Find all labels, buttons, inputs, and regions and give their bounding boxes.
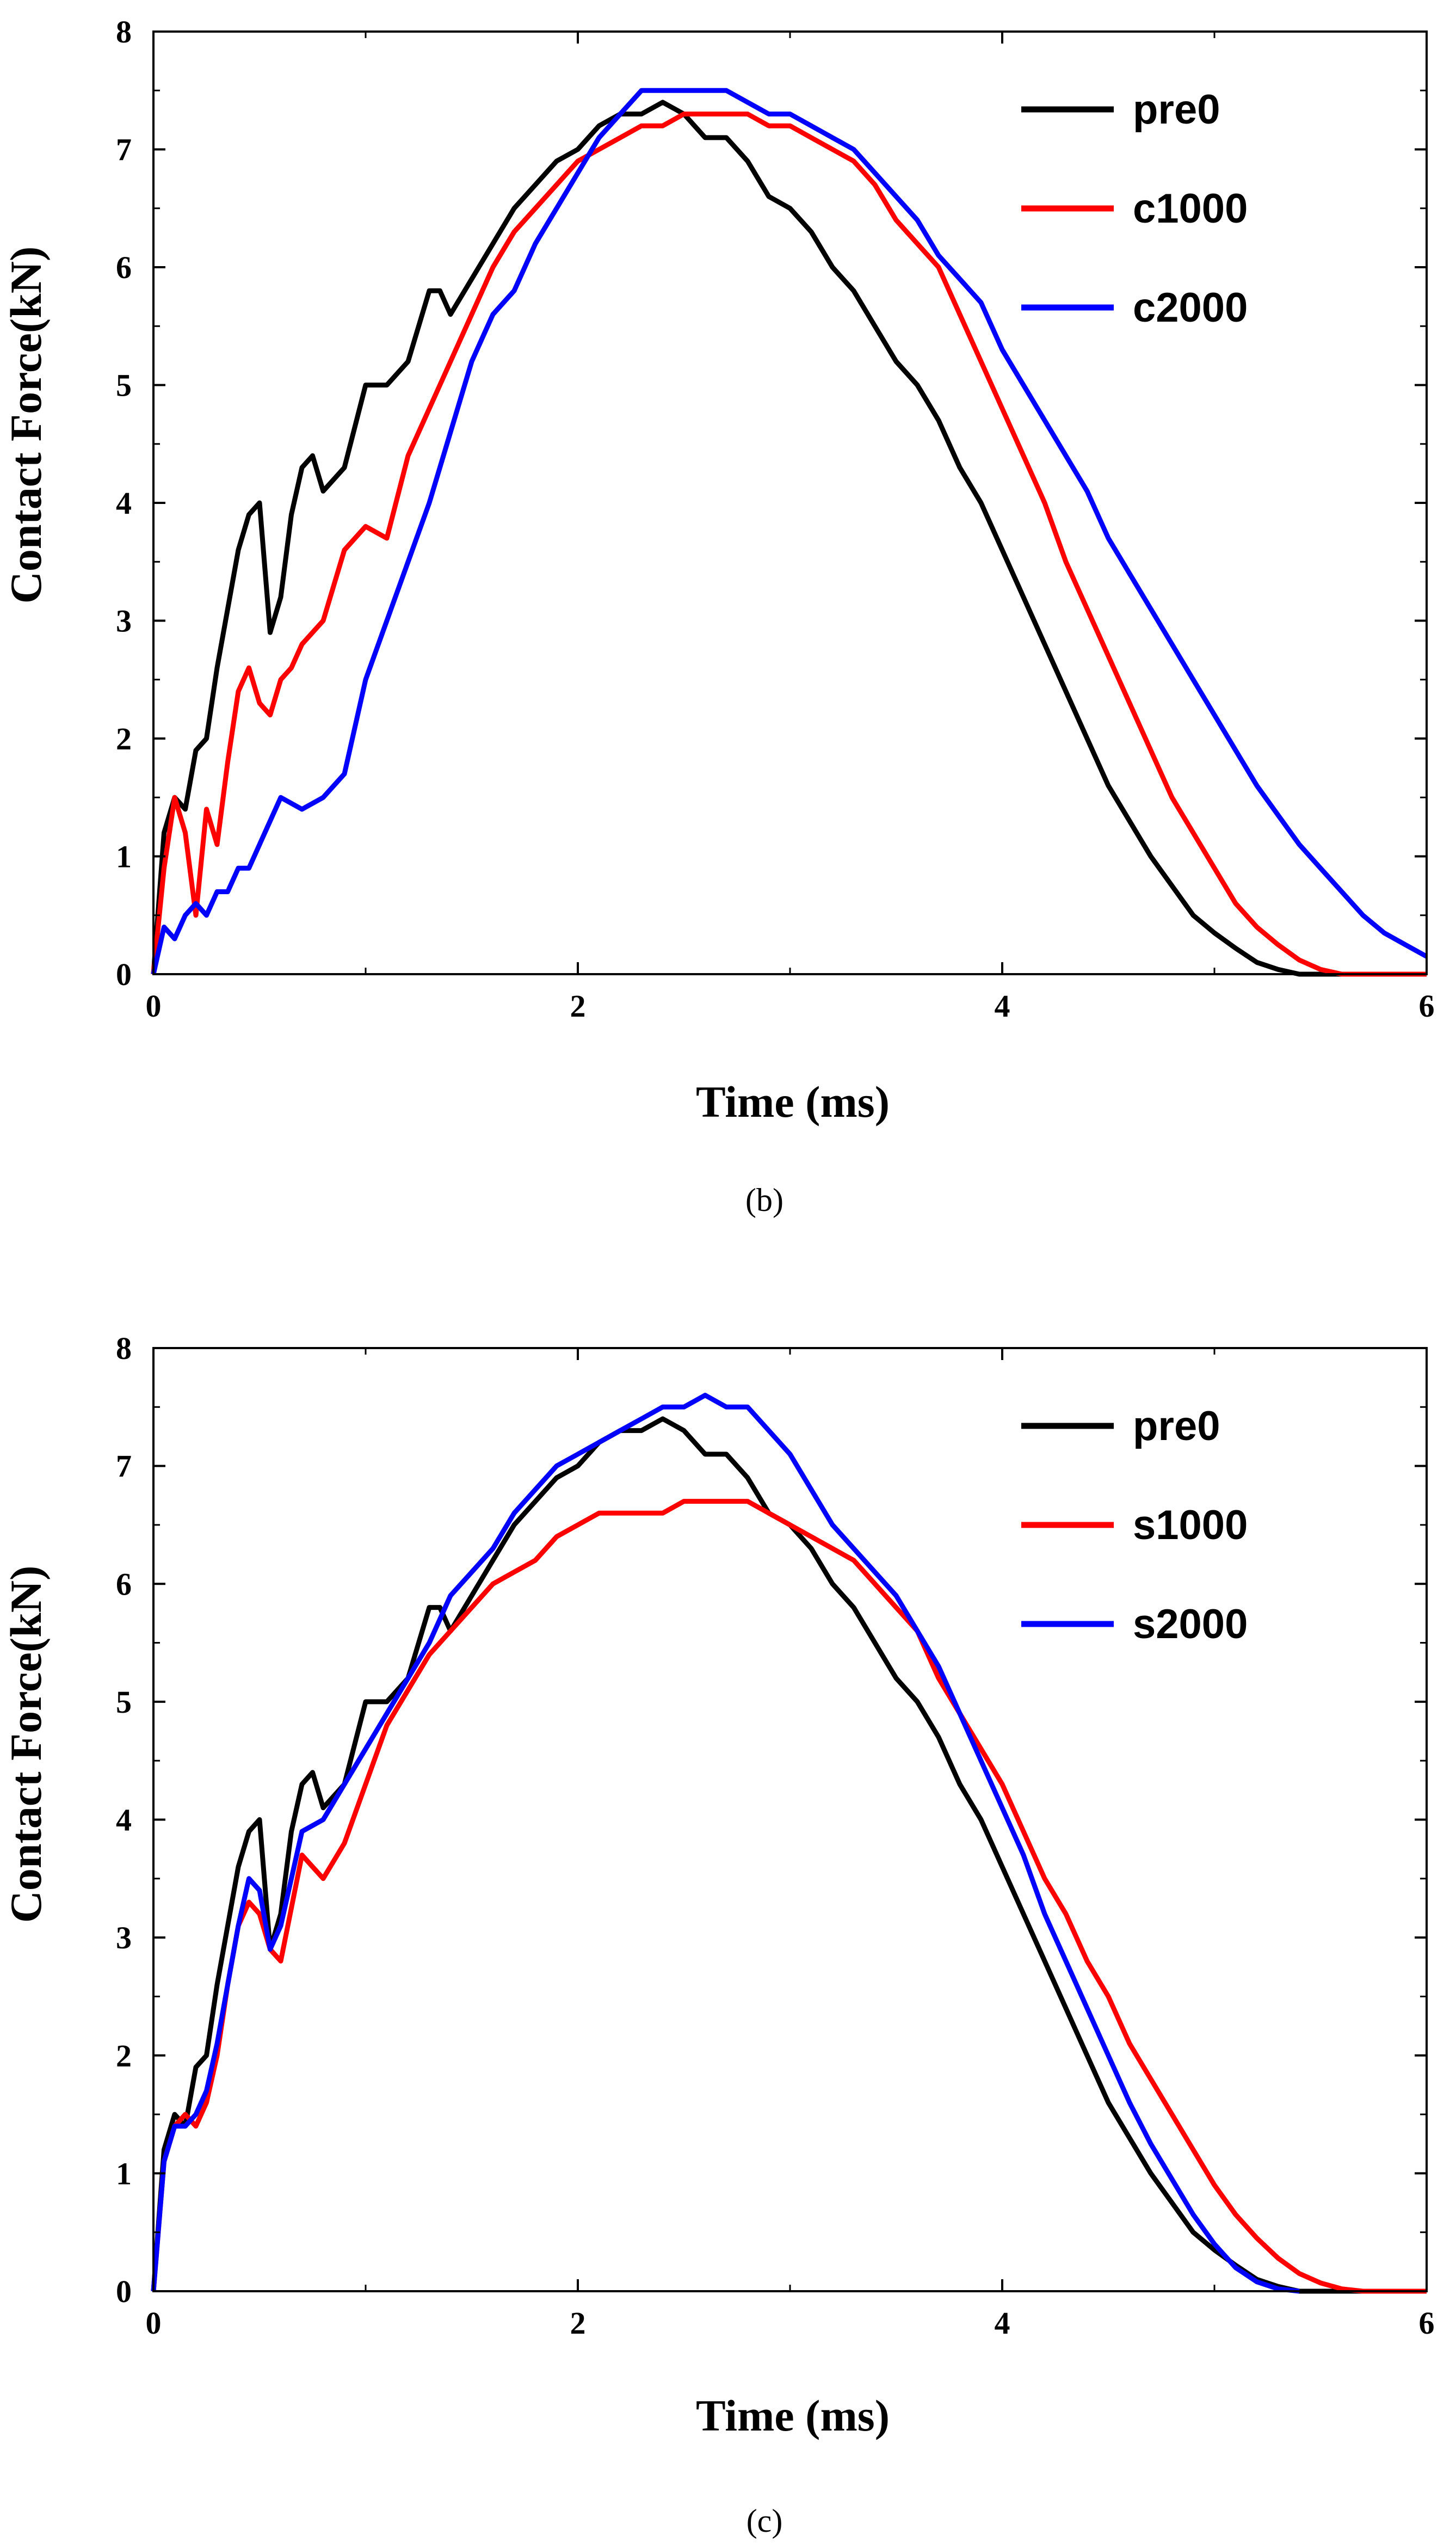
x-tick-label: 0	[146, 2305, 162, 2341]
chart-caption: (c)	[746, 2503, 783, 2539]
y-tick-label: 1	[116, 2156, 132, 2191]
y-tick-label: 3	[116, 604, 132, 639]
y-axis-title: Contact Force(kN)	[1, 247, 51, 604]
legend-label-c1000: c1000	[1133, 186, 1248, 232]
legend-label-pre0: pre0	[1133, 1403, 1220, 1449]
series-line-pre0	[151, 100, 1427, 977]
y-tick-label: 8	[116, 1331, 132, 1366]
y-tick-label: 4	[116, 485, 132, 521]
chart-c: 0 1 2 3 4 5 6 7 8 0 2 4 6 pre0 s1000 s2000 Contact Forc…	[1, 1331, 1435, 2539]
x-tick-label: 0	[146, 988, 162, 1024]
y-tick-label: 1	[116, 839, 132, 875]
legend-label-pre0: pre0	[1133, 87, 1220, 133]
x-tick-label: 2	[570, 988, 586, 1024]
y-tick-label: 7	[116, 1449, 132, 1484]
x-axis-title: Time (ms)	[696, 2391, 890, 2440]
x-tick-label: 2	[570, 2305, 586, 2341]
x-tick-label: 6	[1419, 2305, 1435, 2341]
legend-label-s1000: s1000	[1133, 1502, 1248, 1548]
y-tick-label: 5	[116, 1684, 132, 1720]
legend-label-s2000: s2000	[1133, 1601, 1248, 1647]
y-tick-label: 5	[116, 368, 132, 403]
x-tick-label: 4	[995, 988, 1010, 1024]
y-tick-label: 8	[116, 14, 132, 50]
y-tick-label: 6	[116, 1566, 132, 1602]
chart-caption: (b)	[745, 1182, 783, 1218]
y-tick-label: 3	[116, 1920, 132, 1955]
y-axis-title: Contact Force(kN)	[1, 1566, 51, 1923]
x-axis-title: Time (ms)	[696, 1077, 890, 1127]
series-line-c2000	[151, 88, 1428, 975]
x-tick-label: 4	[995, 2305, 1010, 2341]
y-tick-label: 4	[116, 1802, 132, 1838]
y-tick-label: 2	[116, 721, 132, 756]
series-line-s2000	[151, 1393, 1300, 2294]
y-tick-label: 7	[116, 132, 132, 168]
y-tick-label: 0	[116, 957, 132, 992]
chart-b: 0 1 2 3 4 5 6 7 8 0 2 4 6 pre0 c1000 c2000 Contact Forc…	[1, 14, 1435, 1218]
x-tick-label: 6	[1419, 988, 1435, 1024]
series-line-c1000	[151, 112, 1427, 977]
y-tick-label: 2	[116, 2038, 132, 2074]
y-tick-label: 6	[116, 250, 132, 285]
legend-label-c2000: c2000	[1133, 285, 1248, 331]
plot-area: 0 1 2 3 4 5 6 7 8 0 2 4 6 pre0 s1000 s2000	[116, 1331, 1435, 2341]
plot-area: 0 1 2 3 4 5 6 7 8 0 2 4 6 pre0 c1000 c2000	[116, 14, 1435, 1024]
y-tick-label: 0	[116, 2274, 132, 2309]
